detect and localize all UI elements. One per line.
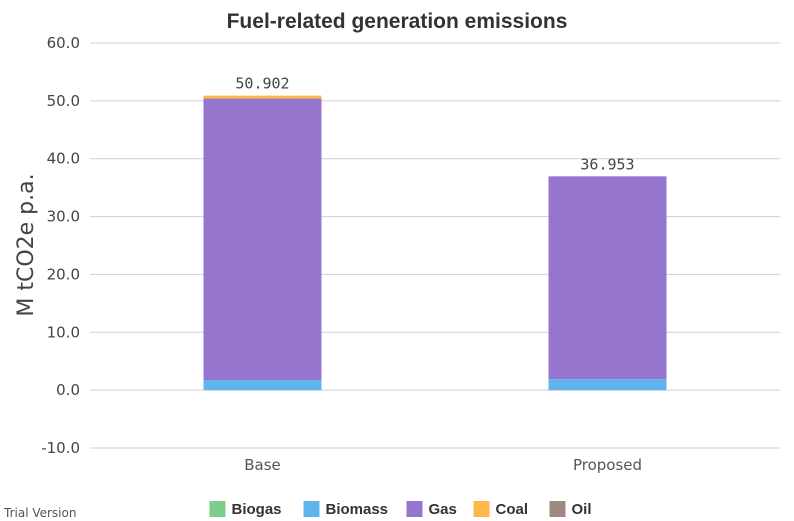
bar-total-label: 36.953	[580, 155, 634, 173]
y-tick-label: 50.0	[47, 92, 80, 110]
total-labels: 50.902 36.953	[235, 75, 634, 174]
legend-label: Coal	[496, 501, 529, 518]
y-tick-label: 10.0	[47, 323, 80, 341]
y-tick-label: 0.0	[56, 381, 80, 399]
bar-segment-gas-base	[203, 98, 322, 381]
y-tick-label: 60.0	[47, 34, 80, 52]
watermark-text: Trial Version	[3, 506, 76, 520]
bar-segment-coal-base	[203, 95, 322, 99]
gridlines	[90, 42, 780, 449]
bars	[203, 95, 667, 391]
legend-item-biogas[interactable]: Biogas	[209, 501, 282, 518]
x-category-label: Proposed	[573, 456, 642, 474]
legend-label: Biomass	[326, 501, 389, 518]
legend-swatch	[303, 501, 320, 517]
x-category-label: Base	[244, 456, 281, 474]
legend-label: Oil	[572, 501, 592, 518]
y-tick-label: -10.0	[41, 439, 80, 457]
y-tick-label: 30.0	[47, 208, 80, 226]
legend-item-coal[interactable]: Coal	[473, 501, 529, 518]
y-axis-label: M tCO2e p.a.	[14, 173, 39, 316]
bar-segment-biomass-proposed	[548, 379, 667, 391]
chart-title: Fuel-related generation emissions	[227, 10, 568, 33]
legend-item-oil[interactable]: Oil	[549, 501, 592, 518]
legend-item-gas[interactable]: Gas	[406, 501, 457, 518]
x-axis-categories: Base Proposed	[244, 456, 642, 474]
legend-swatch	[473, 501, 490, 517]
legend-swatch	[209, 501, 226, 517]
legend: Biogas Biomass Gas Coal Oil	[209, 501, 592, 518]
bar-total-label: 50.902	[235, 75, 289, 93]
y-tick-label: 40.0	[47, 150, 80, 168]
legend-swatch	[406, 501, 423, 517]
y-tick-label: 20.0	[47, 265, 80, 283]
legend-label: Gas	[429, 501, 457, 518]
bar-segment-gas-proposed	[548, 176, 667, 380]
legend-label: Biogas	[232, 501, 282, 518]
bar-segment-biomass-base	[203, 380, 322, 391]
legend-item-biomass[interactable]: Biomass	[303, 501, 389, 518]
y-axis-ticks: -10.0 0.0 10.0 20.0 30.0 40.0 50.0 60.0	[41, 34, 80, 457]
legend-swatch	[549, 501, 566, 517]
